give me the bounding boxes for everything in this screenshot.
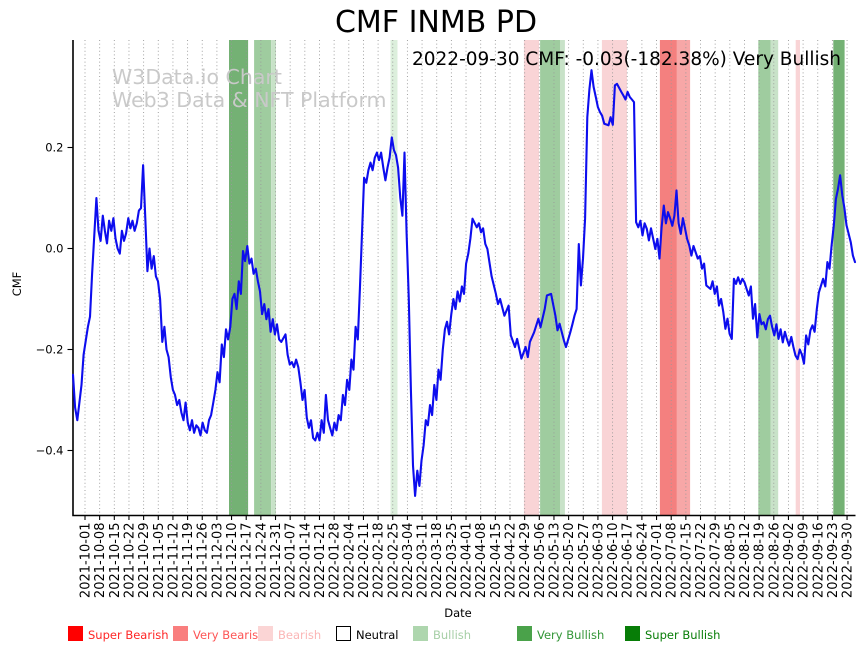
x-tick-label: 2022-05-06 <box>533 523 548 599</box>
x-tick-label: 2022-09-09 <box>797 523 812 599</box>
x-tick-label: 2021-10-08 <box>93 523 108 599</box>
x-tick-label: 2022-07-01 <box>650 523 665 599</box>
cmf-line <box>71 69 857 497</box>
x-tick-label: 2022-02-04 <box>342 523 357 599</box>
x-tick-label: 2022-07-08 <box>665 523 680 599</box>
sentiment-band-bullish <box>560 40 565 516</box>
x-tick-label: 2022-07-29 <box>709 523 724 599</box>
x-tick-label: 2022-06-17 <box>621 523 636 599</box>
x-tick-label: 2021-12-17 <box>240 523 255 599</box>
x-tick-label: 2022-08-12 <box>738 523 753 599</box>
watermark-line-2: Web3 Data & NFT Platform <box>112 88 387 112</box>
sentiment-band-bearish <box>523 40 539 516</box>
axes-spines <box>72 40 856 517</box>
sentiment-band-super_bearish <box>659 40 677 516</box>
y-tick-label: −0.4 <box>36 444 64 458</box>
x-tick-label: 2022-04-22 <box>503 523 518 599</box>
x-tick-label: 2022-09-02 <box>782 523 797 599</box>
watermark: W3Data.io Chart Web3 Data & NFT Platform <box>112 66 386 112</box>
sentiment-band-very_bullish <box>540 40 561 516</box>
sentiment-band-bullish_faint <box>390 40 398 516</box>
x-tick-label: 2021-11-26 <box>196 523 211 599</box>
x-tick-label: 2022-09-23 <box>826 523 841 599</box>
sentiment-band-bearish <box>795 40 800 516</box>
x-tick-label: 2021-12-31 <box>269 523 284 599</box>
sentiment-band-super_bullish <box>229 40 249 516</box>
x-tick-label: 2021-12-10 <box>225 523 240 599</box>
x-axis-title: Date <box>444 606 472 620</box>
x-tick-label: 2022-08-26 <box>767 523 782 599</box>
x-tick-label: 2022-01-28 <box>328 523 343 599</box>
x-tick-label: 2021-11-05 <box>152 523 167 599</box>
x-tick-label: 2022-03-18 <box>430 523 445 599</box>
x-tick-label: 2022-02-18 <box>372 523 387 599</box>
y-tick-label: −0.2 <box>36 343 64 357</box>
x-tick-label: 2022-06-24 <box>635 523 650 599</box>
x-tick-label: 2022-02-11 <box>357 523 372 599</box>
x-tick-label: 2022-02-25 <box>386 523 401 599</box>
x-tick-label: 2022-05-27 <box>577 523 592 599</box>
x-tick-label: 2022-07-22 <box>694 523 709 599</box>
sentiment-band-very_bullish <box>758 40 771 516</box>
x-tick-label: 2022-04-15 <box>489 523 504 599</box>
x-tick-label: 2021-12-24 <box>254 523 269 599</box>
x-tick-label: 2022-04-29 <box>518 523 533 599</box>
x-tick-label: 2022-05-13 <box>547 523 562 599</box>
x-tick-label: 2021-10-01 <box>79 523 94 599</box>
x-tick-label: 2022-03-11 <box>416 523 431 599</box>
sentiment-band-bullish <box>770 40 779 516</box>
latest-value-annotation: 2022-09-30 CMF: -0.03(-182.38%) Very Bul… <box>412 49 841 70</box>
sentiment-band-very_bullish <box>254 40 272 516</box>
x-tick-label: 2022-09-16 <box>811 523 826 599</box>
x-tick-label: 2022-03-25 <box>445 523 460 599</box>
y-axis-title: CMF <box>10 271 24 297</box>
x-tick-label: 2021-10-15 <box>108 523 123 599</box>
sentiment-band-super_bullish <box>833 40 845 516</box>
sentiment-band-bullish <box>271 40 276 516</box>
sentiment-band-very_bearish <box>676 40 691 516</box>
x-tick-label: 2022-03-04 <box>401 523 416 599</box>
x-tick-label: 2022-08-19 <box>753 523 768 599</box>
x-tick-label: 2022-01-21 <box>313 523 328 599</box>
x-tick-label: 2021-10-22 <box>122 523 137 599</box>
chart-title: CMF INMB PD <box>334 5 538 40</box>
x-tick-label: 2022-05-20 <box>562 523 577 599</box>
x-tick-label: 2022-09-30 <box>841 523 856 599</box>
y-tick-label: 0.0 <box>45 242 63 256</box>
x-tick-label: 2021-11-12 <box>166 523 181 599</box>
x-tick-label: 2022-08-05 <box>723 523 738 599</box>
x-tick-label: 2022-06-03 <box>591 523 606 599</box>
x-tick-label: 2022-04-01 <box>460 523 475 599</box>
x-tick-label: 2022-01-14 <box>298 523 313 599</box>
x-tick-label: 2022-06-10 <box>606 523 621 599</box>
watermark-line-1: W3Data.io Chart <box>112 65 282 89</box>
x-tick-label: 2021-10-29 <box>137 523 152 599</box>
y-tick-label: 0.2 <box>45 141 63 155</box>
x-tick-label: 2021-11-19 <box>181 523 196 599</box>
x-tick-label: 2022-07-15 <box>679 523 694 599</box>
sentiment-band-bearish <box>601 40 627 516</box>
x-tick-label: 2022-01-07 <box>284 523 299 599</box>
x-tick-label: 2021-12-03 <box>210 523 225 599</box>
x-tick-label: 2022-04-08 <box>474 523 489 599</box>
